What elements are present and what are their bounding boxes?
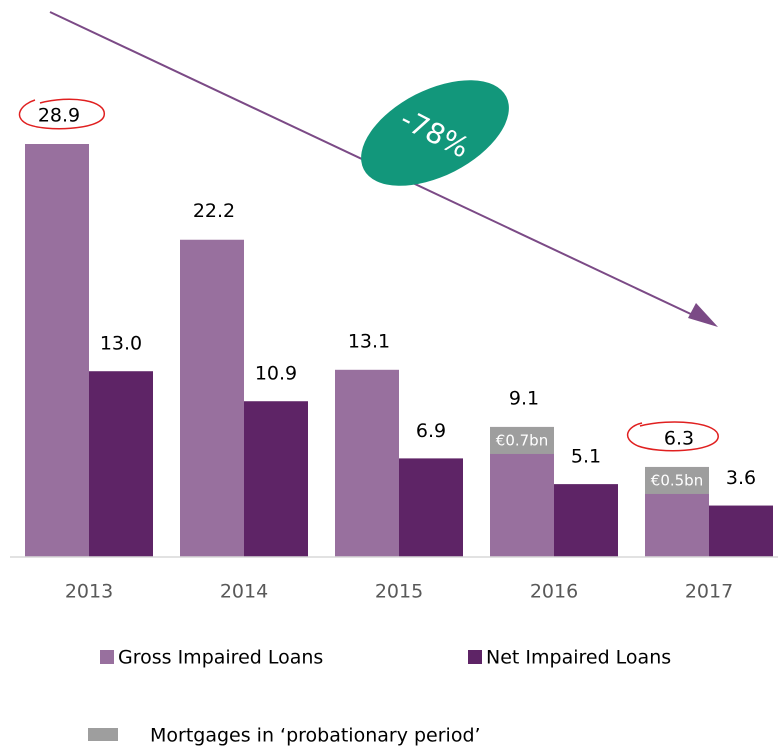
x-tick-label: 2015: [375, 581, 423, 603]
value-label: 5.1: [571, 446, 601, 468]
value-label: 6.9: [416, 420, 446, 442]
bar: [89, 371, 153, 557]
x-tick-label: 2017: [685, 581, 733, 603]
bar: [180, 239, 244, 557]
bar: [244, 401, 308, 557]
bar: [554, 484, 618, 557]
plot: [25, 144, 773, 557]
probation-box: [490, 426, 554, 454]
bar: [709, 505, 773, 557]
value-label: 13.1: [348, 330, 390, 352]
legend-swatch: [100, 650, 114, 664]
value-label: 13.0: [100, 333, 142, 355]
bar: [399, 458, 463, 557]
x-tick-label: 2016: [530, 581, 578, 603]
legend-label: Net Impaired Loans: [486, 647, 671, 669]
legend-label: Mortgages in ‘probationary period’: [150, 725, 481, 747]
x-tick-label: 2013: [65, 581, 113, 603]
bar: [25, 144, 89, 557]
arrow-head: [688, 303, 718, 327]
value-label: 28.9: [38, 105, 80, 127]
badge-ellipse: [361, 80, 509, 186]
value-label: 9.1: [509, 387, 539, 409]
probation-label: €0.5bn: [651, 471, 703, 489]
probation-label: €0.7bn: [496, 431, 548, 449]
value-label: 22.2: [193, 200, 235, 222]
value-label: 6.3: [664, 427, 694, 449]
value-label: 10.9: [255, 363, 297, 385]
legend-swatch: [88, 728, 118, 741]
highlight-circle: [626, 421, 719, 452]
legend-swatch: [468, 650, 482, 664]
bar: [335, 369, 399, 557]
value-label: 3.6: [726, 467, 756, 489]
legend-label: Gross Impaired Loans: [118, 647, 323, 669]
highlight-circle: [18, 98, 105, 130]
x-tick-label: 2014: [220, 581, 268, 603]
probation-box: [645, 466, 709, 494]
badge: -78%: [361, 80, 509, 186]
